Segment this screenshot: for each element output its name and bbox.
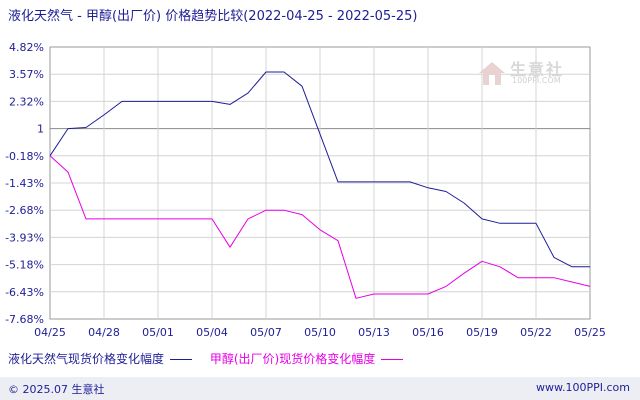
x-tick-label: 05/04	[196, 326, 228, 339]
y-tick-label: 1	[37, 123, 44, 136]
x-axis-ticks: 04/25 04/28 05/01 05/04 05/07 05/10 05/13 05/16…	[34, 326, 606, 339]
y-tick-label: -7.68%	[5, 313, 44, 326]
watermark-url: 100PPI.COM	[512, 76, 561, 85]
y-tick-label: -5.18%	[5, 259, 44, 272]
y-tick-label: -2.68%	[5, 204, 44, 217]
house-logo-icon	[479, 62, 505, 85]
watermark-brand: 生意社	[510, 60, 565, 79]
series-line-methanol	[49, 155, 591, 299]
y-tick-label: 3.57%	[9, 68, 44, 81]
footer: © 2025.07 生意社 www.100PPI.com	[0, 377, 640, 400]
x-tick-label: 05/16	[412, 326, 444, 339]
x-tick-label: 05/10	[304, 326, 336, 339]
y-tick-label: -6.43%	[5, 286, 44, 299]
y-tick-label: -1.43%	[5, 177, 44, 190]
x-tick-label: 05/13	[358, 326, 390, 339]
series-line-lng	[49, 71, 590, 268]
y-axis-ticks: 4.82% 3.57% 2.32% 1 -0.18% -1.43% -2.68% -3.93%…	[5, 41, 44, 326]
footer-website-link[interactable]: www.100PPI.com	[536, 381, 630, 394]
y-tick-label: 2.32%	[9, 95, 44, 108]
x-tick-label: 05/07	[250, 326, 282, 339]
x-tick-label: 05/25	[574, 326, 606, 339]
chart-svg: 4.82% 3.57% 2.32% 1 -0.18% -1.43% -2.68% -3.93%…	[5, 41, 606, 339]
chart-title: 液化天然气 - 甲醇(出厂价) 价格趋势比较(2022-04-25 - 2022…	[8, 9, 418, 24]
x-tick-label: 05/01	[142, 326, 174, 339]
y-tick-label: -3.93%	[5, 231, 44, 244]
x-tick-label: 05/22	[520, 326, 552, 339]
x-tick-label: 04/28	[88, 326, 120, 339]
footer-copyright: © 2025.07 生意社	[8, 383, 105, 396]
legend-swatch-methanol	[381, 359, 404, 360]
series-lines	[49, 71, 591, 299]
legend-entry-lng: 液化天然气现货价格变化幅度	[8, 350, 193, 367]
legend-entry-methanol: 甲醇(出厂价)现货价格变化幅度	[209, 350, 404, 367]
x-tick-label: 04/25	[34, 326, 66, 339]
legend-label-lng: 液化天然气现货价格变化幅度	[8, 352, 165, 366]
legend-swatch-lng	[170, 359, 193, 360]
legend-label-methanol: 甲醇(出厂价)现货价格变化幅度	[209, 352, 376, 366]
legend: 液化天然气现货价格变化幅度 甲醇(出厂价)现货价格变化幅度	[8, 350, 417, 367]
watermark-logo: 生意社 100PPI.COM	[478, 56, 578, 90]
y-tick-label: 4.82%	[9, 41, 44, 54]
grid-lines	[50, 47, 590, 319]
x-tick-label: 05/19	[466, 326, 498, 339]
y-tick-label: -0.18%	[5, 150, 44, 163]
